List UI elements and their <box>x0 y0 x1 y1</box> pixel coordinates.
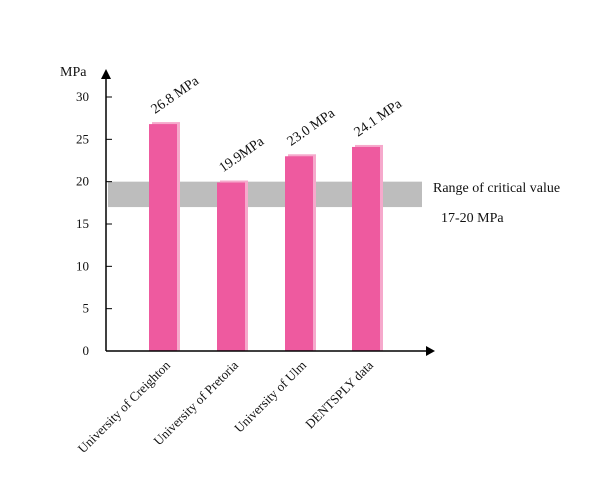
category-label: University of Ulm <box>231 358 309 436</box>
bar-3 <box>285 154 316 351</box>
x-axis <box>106 346 435 356</box>
y-tick-label: 20 <box>76 174 89 189</box>
bars-group <box>149 122 383 352</box>
bar-rect <box>149 124 177 352</box>
y-tick-label: 25 <box>76 131 89 146</box>
bar-rect <box>285 156 313 351</box>
value-label: 23.0 MPa <box>285 106 339 150</box>
x-axis-arrow <box>426 346 435 356</box>
bar-rect <box>352 146 380 351</box>
bar-1 <box>149 122 180 352</box>
y-tick-label: 10 <box>76 258 89 273</box>
band-label: Range of critical value <box>433 181 560 196</box>
bar-4 <box>352 144 383 351</box>
value-label: 26.8 MPa <box>149 73 203 117</box>
y-axis-unit-label: MPa <box>60 65 87 80</box>
y-tick-label: 5 <box>83 301 90 316</box>
band-range-label: 17-20 MPa <box>441 211 504 226</box>
bar-2 <box>217 180 248 351</box>
y-ticks: 30 25 20 15 10 5 0 <box>76 89 112 358</box>
value-label: 24.1 MPa <box>352 96 406 140</box>
y-tick-label: 15 <box>76 216 89 231</box>
bar-rect <box>217 182 245 351</box>
y-axis <box>101 69 111 351</box>
y-tick-label: 0 <box>83 343 90 358</box>
category-label: DENTSPLY data <box>302 357 376 431</box>
y-axis-arrow <box>101 69 111 79</box>
value-label: 19.9MPa <box>217 134 268 176</box>
y-tick-label: 30 <box>76 89 89 104</box>
